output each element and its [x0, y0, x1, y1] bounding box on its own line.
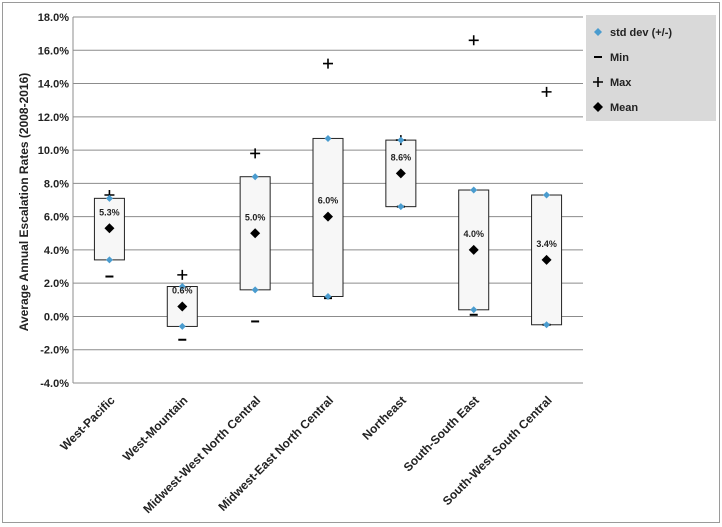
y-tick-label: 16.0%: [38, 45, 69, 57]
y-tick-label: 10.0%: [38, 145, 69, 157]
legend-stddev-swatch: [594, 28, 602, 36]
mean-marker: [250, 228, 261, 239]
mean-marker: [323, 211, 333, 222]
mean-data-label: 0.6%: [172, 285, 193, 295]
std-dev-high-marker: [178, 283, 186, 291]
max-marker: [177, 269, 188, 280]
std-dev-high-marker: [543, 191, 551, 199]
mean-data-label: 6.0%: [318, 196, 339, 206]
mean-data-label: 4.0%: [463, 229, 484, 239]
x-category-label: West-Pacific: [57, 393, 117, 453]
mean-marker: [468, 244, 479, 255]
legend-label: Max: [610, 77, 632, 89]
max-marker: [250, 148, 261, 159]
std-dev-high-marker: [251, 173, 259, 181]
x-category-label: South-South East: [401, 393, 482, 474]
std-dev-low-marker: [178, 322, 186, 330]
std-dev-low-marker: [397, 203, 405, 211]
y-tick-label: 8.0%: [44, 178, 69, 190]
y-tick-label: 2.0%: [44, 278, 69, 290]
y-tick-label: 0.0%: [44, 311, 69, 323]
std-dev-high-marker: [470, 186, 478, 194]
escalation-rate-chart: Average Annual Escalation Rates (2008-20…: [17, 12, 716, 516]
y-tick-label: 6.0%: [44, 212, 69, 224]
y-tick-label: -2.0%: [40, 345, 69, 357]
legend-box: [586, 15, 716, 121]
legend-label: Mean: [610, 102, 638, 114]
max-marker: [468, 35, 479, 46]
std-dev-high-marker: [397, 136, 405, 144]
std-dev-high-marker: [105, 194, 113, 202]
x-category-label: Northeast: [359, 393, 409, 443]
legend-label: Min: [610, 52, 629, 64]
std-dev-low-marker: [324, 292, 332, 300]
mean-data-label: 8.6%: [391, 152, 412, 162]
std-dev-high-marker: [324, 134, 332, 142]
std-dev-low-marker: [470, 306, 478, 314]
y-tick-label: -4.0%: [40, 378, 69, 390]
y-tick-label: 12.0%: [38, 112, 69, 124]
y-tick-label: 18.0%: [38, 12, 69, 24]
mean-marker: [177, 301, 188, 312]
mean-marker: [395, 168, 406, 179]
legend-max-swatch: [593, 77, 603, 87]
max-marker: [541, 86, 552, 97]
legend-label: std dev (+/-): [610, 27, 672, 39]
x-category-label: Midwest-West North Central: [140, 393, 263, 516]
max-marker: [323, 58, 333, 69]
x-category-label: Midwest-East North Central: [215, 393, 336, 514]
x-category-label: West-Mountain: [120, 393, 191, 464]
mean-data-label: 5.0%: [245, 212, 266, 222]
mean-marker: [104, 223, 115, 234]
y-tick-label: 4.0%: [44, 245, 69, 257]
std-dev-low-marker: [543, 321, 551, 329]
std-dev-low-marker: [105, 256, 113, 264]
mean-data-label: 3.4%: [536, 239, 557, 249]
mean-data-label: 5.3%: [99, 207, 120, 217]
y-tick-label: 14.0%: [38, 79, 69, 91]
legend-mean-swatch: [593, 102, 603, 112]
std-dev-low-marker: [251, 286, 259, 294]
y-axis-label: Average Annual Escalation Rates (2008-20…: [17, 73, 31, 332]
